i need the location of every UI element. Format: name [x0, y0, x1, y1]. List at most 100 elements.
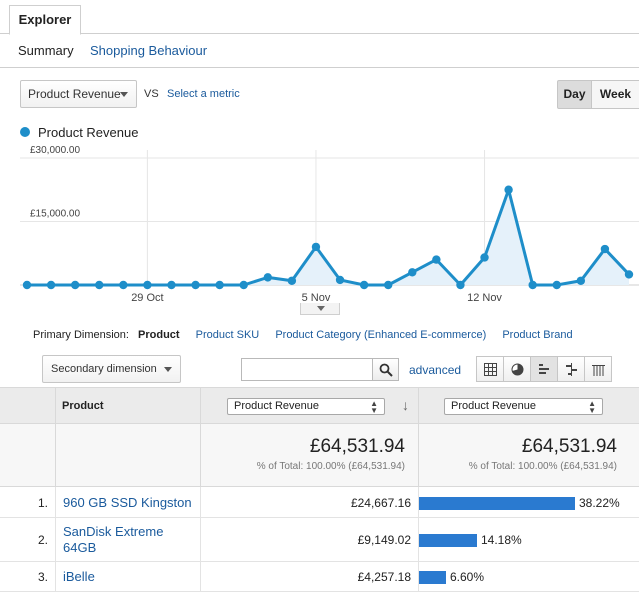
column-divider [200, 562, 201, 592]
data-point[interactable] [552, 280, 561, 290]
metric-select-label: Product Revenue [28, 87, 121, 101]
table-search-input[interactable] [241, 358, 373, 381]
tab-bar: Explorer [0, 0, 639, 35]
y-tick-label: £30,000.00 [30, 145, 80, 156]
up-down-arrows-icon: ▲ ▼ [370, 399, 378, 415]
column-metric-select-2[interactable]: Product Revenue ▲ ▼ [444, 398, 603, 415]
column-divider [55, 388, 56, 425]
comparison-icon [566, 363, 577, 376]
data-point[interactable] [456, 280, 465, 290]
data-point[interactable] [528, 280, 537, 290]
subtab-summary[interactable]: Summary [18, 43, 74, 58]
data-point[interactable] [408, 268, 417, 277]
caret-down-icon [120, 92, 128, 97]
series-area [27, 189, 629, 285]
secondary-dimension-select[interactable]: Secondary dimension [42, 355, 181, 383]
product-link[interactable]: 960 GB SSD Kingston [63, 495, 192, 510]
data-point[interactable] [576, 276, 586, 285]
caret-down-icon [164, 367, 172, 372]
search-button[interactable] [372, 358, 399, 381]
revenue-chart: £30,000.00 £15,000.00 29 Oct 5 Nov 12 Nov [20, 145, 639, 304]
data-point[interactable] [600, 244, 610, 254]
data-point[interactable] [215, 280, 224, 290]
data-point[interactable] [143, 280, 152, 290]
dimension-product-category[interactable]: Product Category (Enhanced E-commerce) [275, 329, 487, 341]
data-point[interactable] [239, 280, 248, 290]
row-rank: 3. [37, 570, 48, 584]
product-link[interactable]: SanDisk Extreme 64GB [63, 524, 164, 555]
x-tick-label: 5 Nov [302, 292, 331, 304]
view-table-button[interactable] [476, 356, 504, 382]
data-point[interactable] [167, 280, 176, 290]
pivot-icon [592, 365, 605, 376]
up-down-arrows-icon: ▲ ▼ [588, 399, 596, 415]
data-point[interactable] [480, 253, 489, 262]
dimension-product-brand[interactable]: Product Brand [502, 329, 573, 341]
select-metric-link[interactable]: Select a metric [167, 88, 240, 100]
data-point[interactable] [624, 270, 634, 279]
pie-icon [511, 363, 524, 376]
bars-icon [539, 364, 549, 374]
secondary-dimension-label: Secondary dimension [51, 363, 157, 375]
chevron-down-icon [317, 306, 325, 311]
revenue-share-percent: 14.18% [481, 533, 522, 547]
row-rank: 2. [37, 533, 48, 547]
tab-explorer[interactable]: Explorer [9, 5, 81, 35]
revenue-value: £4,257.18 [357, 570, 411, 584]
column-divider [418, 424, 419, 487]
week-button[interactable]: Week [591, 80, 639, 109]
view-comparison-button[interactable] [557, 356, 585, 382]
data-point[interactable] [119, 280, 128, 290]
data-point[interactable] [263, 273, 272, 282]
column-divider [418, 518, 419, 562]
column-metric-select-1[interactable]: Product Revenue ▲ ▼ [227, 398, 385, 415]
metric-select[interactable]: Product Revenue [20, 80, 137, 108]
data-point[interactable] [95, 280, 104, 290]
column-divider [418, 388, 419, 425]
column-divider [55, 562, 56, 592]
view-performance-button[interactable] [530, 356, 558, 382]
total-value-2: £64,531.94 [521, 436, 617, 457]
day-button[interactable]: Day [557, 80, 592, 109]
data-point[interactable] [359, 280, 369, 290]
y-tick-label: £15,000.00 [30, 209, 80, 220]
data-point[interactable] [22, 280, 32, 290]
data-point[interactable] [46, 280, 56, 290]
dimension-product-sku[interactable]: Product SKU [195, 329, 260, 341]
totals-row: £64,531.94 % of Total: 100.00% (£64,531.… [0, 424, 639, 487]
data-point[interactable] [191, 280, 200, 290]
revenue-value: £24,667.16 [350, 496, 411, 510]
legend-dot-icon [20, 127, 30, 137]
table-row: 3. iBelle £4,257.18 6.60% [0, 562, 639, 592]
primary-dimension-label: Primary Dimension: [33, 329, 129, 341]
total-value-1: £64,531.94 [309, 436, 405, 457]
advanced-filter-link[interactable]: advanced [409, 363, 462, 377]
sort-descending-icon[interactable]: ↓ [402, 397, 409, 413]
column-metric-label: Product Revenue [451, 400, 536, 412]
subtab-shopping-behaviour[interactable]: Shopping Behaviour [90, 43, 208, 58]
revenue-share-percent: 6.60% [450, 570, 485, 584]
column-divider [418, 562, 419, 592]
view-pivot-button[interactable] [584, 356, 612, 382]
chart-collapse-handle[interactable] [300, 303, 340, 315]
grid-icon [484, 363, 497, 376]
table-row: 2. SanDisk Extreme 64GB £9,149.02 14.18% [0, 518, 639, 562]
data-point[interactable] [70, 280, 80, 290]
column-header-product[interactable]: Product [62, 400, 104, 412]
revenue-share-bar [419, 571, 446, 584]
revenue-share-bar [419, 534, 477, 547]
data-point[interactable] [384, 280, 393, 290]
data-point[interactable] [287, 276, 297, 285]
product-link[interactable]: iBelle [63, 569, 95, 584]
data-point[interactable] [432, 255, 441, 264]
column-divider [55, 518, 56, 562]
revenue-share-percent: 38.22% [579, 496, 620, 510]
view-pie-button[interactable] [503, 356, 531, 382]
column-divider [418, 487, 419, 518]
data-point[interactable] [311, 242, 321, 252]
column-divider [200, 388, 201, 425]
data-point[interactable] [504, 185, 513, 194]
primary-dimension-bar: Primary Dimension: Product Product SKU P… [33, 329, 573, 341]
total-percent-1: % of Total: 100.00% (£64,531.94) [256, 461, 405, 472]
data-point[interactable] [335, 275, 345, 285]
